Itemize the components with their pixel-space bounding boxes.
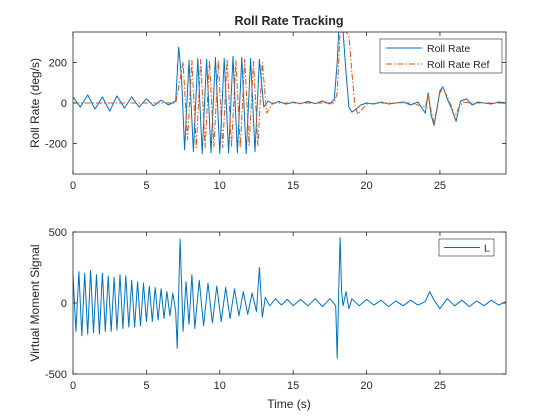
legend-label-roll-rate-ref: Roll Rate Ref [427,59,490,71]
series-line-l [73,237,506,359]
x-axis-label-time: Time (s) [267,397,311,411]
y-tick-label: -200 [45,139,67,151]
legend-label-l: L [484,243,490,255]
y-tick-label: 500 [49,227,67,239]
ticks-roll-rate: 0 5 10 15 20 25 -200 0 200 [45,32,506,192]
legend-roll-rate: Roll Rate Roll Rate Ref [379,38,503,74]
plot-area-roll-rate [73,32,506,155]
x-tick-label: 5 [143,380,149,392]
y-tick-label: -500 [45,369,67,381]
x-tick-label: 20 [360,180,372,192]
x-tick-label: 15 [287,380,299,392]
x-tick-label: 25 [434,380,446,392]
y-axis-label-virtual-moment: Virtual Moment Signal [28,244,42,361]
y-tick-label: 0 [61,298,67,310]
x-tick-label: 15 [287,180,299,192]
x-tick-label: 10 [214,380,226,392]
x-tick-label: 25 [434,180,446,192]
y-tick-label: 0 [61,98,67,110]
legend-virtual-moment: L [438,238,495,257]
legend-box-roll-rate [379,38,503,74]
x-tick-label: 0 [70,180,76,192]
legend-label-roll-rate: Roll Rate [427,43,470,55]
x-tick-label: 20 [360,380,372,392]
subplot-roll-rate: Roll Rate Tracking 0 5 10 15 20 25 -200 0 200 Ro… [28,14,507,192]
x-tick-label: 5 [143,180,149,192]
x-tick-label: 10 [214,180,226,192]
plot-area-virtual-moment [73,237,506,359]
y-axis-label-roll-rate: Roll Rate (deg/s) [28,58,42,148]
chart-title: Roll Rate Tracking [234,14,343,28]
y-tick-label: 200 [49,57,67,69]
x-tick-label: 0 [70,380,76,392]
